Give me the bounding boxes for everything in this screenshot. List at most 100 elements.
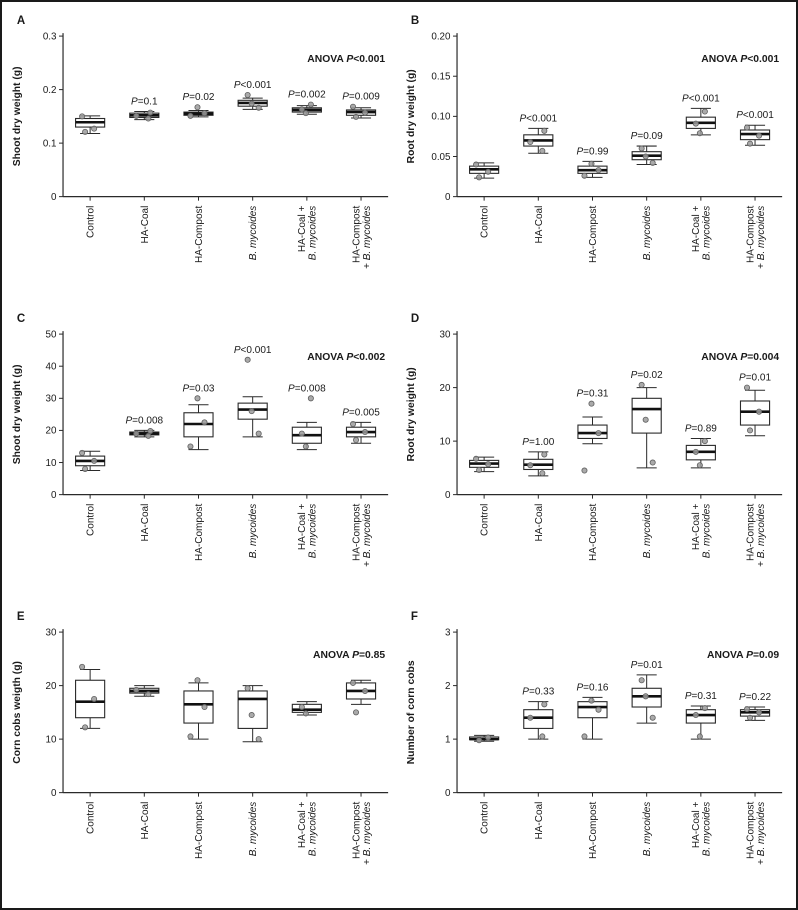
italic-text-segment: P: [746, 650, 753, 661]
data-point: [743, 124, 751, 131]
italic-text-segment: B. mycoides: [362, 802, 373, 857]
text-segment: HA-Compost: [745, 205, 756, 263]
y-tick-label: 10: [46, 734, 57, 745]
data-point: [692, 120, 699, 127]
data-point: [307, 395, 314, 402]
y-tick-label: 0: [445, 490, 451, 501]
data-point: [201, 419, 208, 426]
x-category-label: HA-Coal +: [297, 504, 308, 551]
p-value-label: P=0.33: [522, 687, 554, 698]
text-segment: HA-Compost: [745, 801, 756, 859]
italic-text-segment: B. mycoides: [642, 504, 653, 559]
panel-letter: A: [17, 15, 26, 27]
panel-letter: F: [411, 611, 418, 623]
text-segment: =0.31: [692, 691, 718, 702]
data-point: [743, 706, 751, 713]
text-segment: =0.02: [637, 370, 663, 381]
p-value-label: P=0.02: [182, 92, 214, 103]
data-point: [79, 663, 86, 670]
data-point: [692, 712, 699, 719]
y-axis-title: Shoot dry weight (g): [12, 364, 23, 464]
italic-text-segment: P: [346, 352, 353, 363]
text-segment: ANOVA: [707, 650, 746, 661]
italic-text-segment: B. mycoides: [362, 504, 373, 559]
x-category-label: Control: [86, 802, 97, 834]
y-tick-label: 20: [440, 383, 451, 394]
y-tick-label: 1: [445, 734, 450, 745]
text-segment: <0.001: [526, 113, 557, 124]
text-segment: Control: [480, 802, 491, 834]
y-tick-label: 20: [46, 681, 57, 692]
data-point: [302, 110, 309, 117]
text-segment: HA-Coal: [140, 206, 151, 244]
data-point: [91, 695, 98, 702]
data-point: [82, 465, 89, 472]
text-segment: Control: [86, 504, 97, 536]
box: [631, 397, 662, 434]
data-point: [244, 356, 251, 363]
y-axis-title: Corn cobs weigth (g): [12, 661, 23, 764]
x-category-label: B. mycoides: [248, 802, 259, 857]
data-point: [473, 161, 480, 168]
text-segment: <0.002: [353, 352, 385, 363]
italic-text-segment: P: [342, 92, 349, 103]
data-point: [298, 430, 305, 437]
panel-d-cell: D 0 10 20 30 Root dry weight (g) ANOVA P=0.004…: [399, 306, 793, 604]
y-tick-label: 50: [46, 329, 57, 340]
italic-text-segment: P: [739, 692, 746, 703]
p-value-label: P=0.008: [288, 383, 326, 394]
text-segment: +: [756, 260, 767, 269]
italic-text-segment: B. mycoides: [308, 504, 319, 559]
data-point: [147, 428, 154, 435]
panel-letter: E: [17, 611, 25, 623]
p-value-label: P=0.1: [131, 97, 158, 108]
x-category-label: Control: [86, 206, 97, 238]
x-category-label: HA-Compost: [745, 503, 756, 561]
x-category-label: B. mycoides: [702, 802, 713, 857]
data-point: [133, 430, 140, 437]
text-segment: =0.16: [583, 682, 609, 693]
x-category-label: HA-Coal +: [691, 206, 702, 253]
italic-text-segment: B. mycoides: [702, 206, 713, 261]
data-point: [353, 437, 360, 444]
x-category-label: HA-Compost: [351, 503, 362, 561]
x-category-label: HA-Coal: [534, 206, 545, 244]
data-point: [485, 461, 492, 468]
y-tick-label: 0: [445, 788, 451, 799]
italic-text-segment: B. mycoides: [702, 802, 713, 857]
anova-label: ANOVA P=0.004: [701, 352, 779, 363]
p-value-label: P=0.005: [342, 407, 380, 418]
text-segment: HA-Coal +: [691, 206, 702, 253]
x-category-label: + B. mycoides: [756, 206, 767, 269]
data-point: [91, 125, 98, 132]
panel-letter: D: [411, 313, 419, 325]
italic-text-segment: P: [288, 383, 295, 394]
p-value-label: P=0.09: [631, 131, 663, 142]
text-segment: =0.89: [692, 423, 718, 434]
data-point: [581, 172, 588, 179]
italic-text-segment: P: [576, 682, 583, 693]
text-segment: +: [756, 558, 767, 567]
text-segment: Control: [86, 802, 97, 834]
italic-text-segment: P: [576, 389, 583, 400]
x-category-label: HA-Coal: [140, 504, 151, 542]
data-point: [255, 430, 262, 437]
data-point: [527, 714, 534, 721]
data-point: [527, 462, 534, 469]
text-segment: HA-Compost: [745, 503, 756, 561]
italic-text-segment: P: [126, 415, 133, 426]
data-point: [255, 736, 262, 743]
data-point: [476, 737, 483, 744]
data-point: [649, 159, 656, 166]
text-segment: HA-Coal +: [297, 206, 308, 253]
p-value-label: P=0.31: [685, 691, 717, 702]
panel-f-cell: F 0 1 2 3 Number of corn cobs ANOVA P=0.09 Cont…: [399, 604, 793, 902]
italic-text-segment: B. mycoides: [248, 206, 259, 261]
p-value-label: P<0.001: [682, 93, 720, 104]
x-category-label: B. mycoides: [702, 504, 713, 559]
text-segment: HA-Compost: [351, 801, 362, 859]
y-axis-title: Number of corn cobs: [406, 660, 417, 764]
data-point: [696, 462, 703, 469]
y-tick-label: 0.05: [431, 152, 451, 163]
data-point: [581, 733, 588, 740]
